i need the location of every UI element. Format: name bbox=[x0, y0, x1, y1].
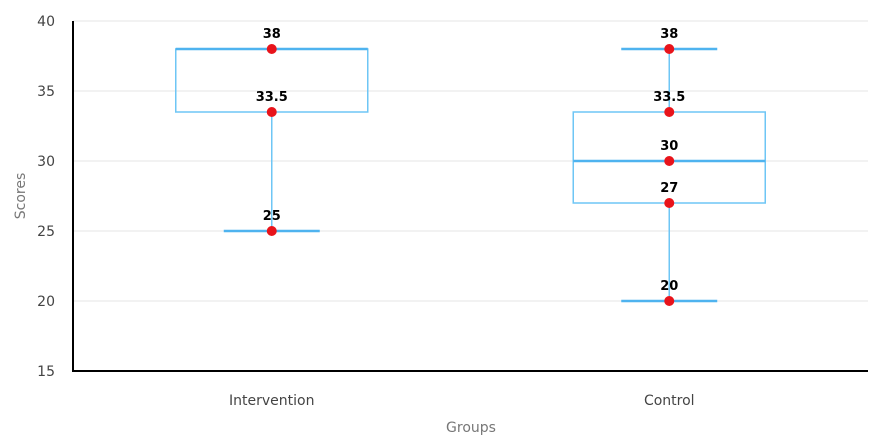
data-point-intervention-0 bbox=[266, 44, 277, 54]
x-axis-title: Groups bbox=[446, 420, 496, 436]
boxes-layer bbox=[175, 47, 766, 303]
data-label-control-2: 30 bbox=[660, 139, 678, 154]
axes bbox=[72, 21, 868, 372]
y-tick-label-15: 15 bbox=[37, 364, 55, 380]
y-tick-label-35: 35 bbox=[37, 84, 55, 100]
data-point-intervention-2 bbox=[266, 226, 277, 236]
points-layer: 38 33.5 25 38 33.5 30 27 20 bbox=[256, 27, 685, 306]
data-point-control-1 bbox=[664, 107, 675, 117]
data-label-control-4: 20 bbox=[660, 279, 678, 294]
data-point-control-3 bbox=[664, 198, 675, 208]
box-intervention bbox=[175, 47, 369, 233]
x-tick-labels: Intervention Control bbox=[229, 393, 695, 409]
y-axis-title: Scores bbox=[13, 173, 29, 220]
data-point-intervention-1 bbox=[266, 107, 277, 117]
data-label-intervention-2: 25 bbox=[263, 209, 281, 224]
data-label-control-0: 38 bbox=[660, 27, 678, 42]
data-label-control-3: 27 bbox=[660, 181, 678, 196]
box-control bbox=[572, 47, 766, 303]
y-tick-labels: 15 20 25 30 35 40 bbox=[37, 14, 55, 380]
data-point-control-0 bbox=[664, 44, 675, 54]
data-label-intervention-0: 38 bbox=[263, 27, 281, 42]
grid-lines bbox=[73, 20, 868, 302]
y-tick-label-20: 20 bbox=[37, 294, 55, 310]
x-tick-label-intervention: Intervention bbox=[229, 393, 314, 409]
y-tick-label-25: 25 bbox=[37, 224, 55, 240]
y-tick-label-40: 40 bbox=[37, 14, 55, 30]
data-label-control-1: 33.5 bbox=[653, 90, 685, 105]
y-tick-label-30: 30 bbox=[37, 154, 55, 170]
data-point-control-2 bbox=[664, 156, 675, 166]
data-point-control-4 bbox=[664, 296, 675, 306]
data-label-intervention-1: 33.5 bbox=[256, 90, 288, 105]
x-tick-label-control: Control bbox=[644, 393, 695, 409]
